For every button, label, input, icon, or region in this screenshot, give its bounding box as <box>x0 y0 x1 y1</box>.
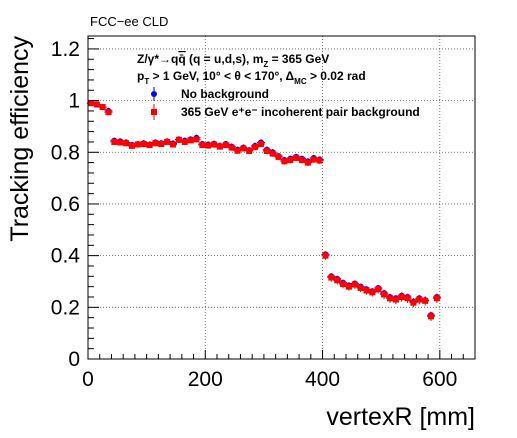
legend-marker-no-background <box>151 91 157 97</box>
data-point <box>257 141 264 148</box>
cuts-annotation-part: p <box>137 69 144 83</box>
data-point <box>433 295 440 302</box>
cuts-annotation-part: > 0.02 rad <box>307 69 366 83</box>
data-point <box>123 140 130 147</box>
data-point <box>128 142 135 149</box>
data-point <box>222 142 229 149</box>
x-axis-title: vertexR [mm] <box>326 403 475 431</box>
data-point <box>164 138 171 145</box>
data-point <box>228 144 235 151</box>
data-point <box>334 277 341 284</box>
legend-label-pair-background: 365 GeV e⁺e⁻ incoherent pair background <box>181 105 420 119</box>
data-point <box>363 287 370 294</box>
cuts-annotation-subscript: T <box>144 77 149 86</box>
data-point <box>281 158 288 165</box>
data-point <box>146 142 153 149</box>
legend-marker-pair-background <box>151 109 157 115</box>
data-point <box>246 147 253 154</box>
x-tick-label: 200 <box>188 368 223 391</box>
data-point <box>87 100 94 107</box>
x-tick-label: 600 <box>422 368 457 391</box>
data-point <box>293 154 300 161</box>
plot-frame <box>87 35 476 360</box>
data-point <box>340 281 347 288</box>
data-series <box>86 100 441 322</box>
data-point <box>193 136 200 143</box>
legend: No background 365 GeV e⁺e⁻ incoherent pa… <box>151 87 420 120</box>
process-annotation-part: = 365 GeV <box>268 52 329 66</box>
cuts-annotation-subscript: MC <box>294 77 307 86</box>
data-point <box>410 299 417 306</box>
data-point <box>398 293 405 300</box>
data-point <box>216 143 223 150</box>
y-tick-label: 0.6 <box>51 193 80 216</box>
data-point <box>175 136 182 143</box>
data-point <box>316 157 323 164</box>
data-point <box>310 156 317 163</box>
x-tick-label: 0 <box>82 368 94 391</box>
data-point <box>428 313 435 320</box>
data-point <box>170 141 177 148</box>
cuts-annotation: pT > 1 GeV, 10° < θ < 170°, ΔMC > 0.02 r… <box>137 69 366 86</box>
data-point <box>134 141 141 148</box>
y-tick-label: 0.8 <box>51 141 80 164</box>
y-axis-title: Tracking efficiency <box>6 36 34 242</box>
data-point <box>99 104 106 111</box>
process-annotation-part: Z/γ*→q <box>137 52 178 66</box>
data-point <box>158 141 165 148</box>
data-point <box>263 147 270 154</box>
process-annotation-part: (q = u,d,s), m <box>186 52 264 66</box>
experiment-label: FCC−ee CLD <box>90 14 168 29</box>
data-point <box>252 144 259 151</box>
x-tick-label: 400 <box>305 368 340 391</box>
data-point <box>369 289 376 296</box>
data-point <box>404 295 411 302</box>
y-tick-label: 0.2 <box>51 296 80 319</box>
data-point <box>357 284 364 291</box>
data-point <box>392 296 399 303</box>
data-point <box>152 140 159 147</box>
axes: 0 200 400 600 0 0.2 0.4 0.6 0.8 1 1.2 <box>51 38 464 391</box>
data-point <box>328 274 335 281</box>
data-point <box>416 296 423 303</box>
process-annotation-antiquark: q̄ <box>178 52 185 66</box>
data-point <box>304 159 311 166</box>
data-point <box>181 138 188 145</box>
y-tick-label: 0.4 <box>51 245 81 268</box>
data-point <box>375 286 382 293</box>
data-point <box>205 142 212 149</box>
data-point <box>93 101 100 108</box>
data-point <box>275 153 282 160</box>
data-point <box>345 283 352 290</box>
data-point <box>299 157 306 164</box>
cuts-annotation-part: > 1 GeV, 10° < θ < 170°, Δ <box>149 69 294 83</box>
process-annotation-subscript: Z <box>263 60 268 69</box>
y-tick-label: 1 <box>68 90 80 113</box>
data-point <box>351 281 358 288</box>
y-tick-label: 0 <box>68 348 80 371</box>
data-point <box>240 145 247 152</box>
data-point <box>322 252 329 259</box>
data-point <box>287 157 294 164</box>
data-point <box>234 147 241 154</box>
data-point <box>211 141 218 148</box>
data-point <box>422 297 429 304</box>
data-point <box>269 150 276 157</box>
data-point <box>187 137 194 144</box>
data-point <box>111 138 118 145</box>
data-point <box>105 109 112 116</box>
data-point <box>117 139 124 146</box>
legend-label-no-background: No background <box>181 87 269 101</box>
y-tick-label: 1.2 <box>51 38 80 61</box>
process-annotation: Z/γ*→qq̄ (q = u,d,s), mZ = 365 GeV <box>137 52 329 69</box>
data-point <box>381 291 388 298</box>
data-point <box>386 295 393 302</box>
data-point <box>140 141 147 148</box>
data-point <box>199 142 206 149</box>
